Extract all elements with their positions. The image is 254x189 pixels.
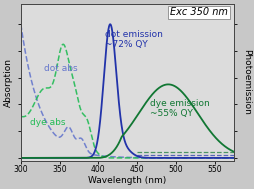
Text: dye emission
~55% QY: dye emission ~55% QY	[149, 99, 209, 119]
Text: Exc 350 nm: Exc 350 nm	[169, 7, 227, 17]
Text: dye abs: dye abs	[30, 118, 65, 127]
Y-axis label: Absorption: Absorption	[4, 58, 13, 107]
Text: dot abs: dot abs	[44, 64, 77, 73]
X-axis label: Wavelength (nm): Wavelength (nm)	[88, 176, 166, 185]
Y-axis label: Photoemission: Photoemission	[241, 50, 250, 115]
Text: dot emission
~72% QY: dot emission ~72% QY	[104, 29, 162, 49]
